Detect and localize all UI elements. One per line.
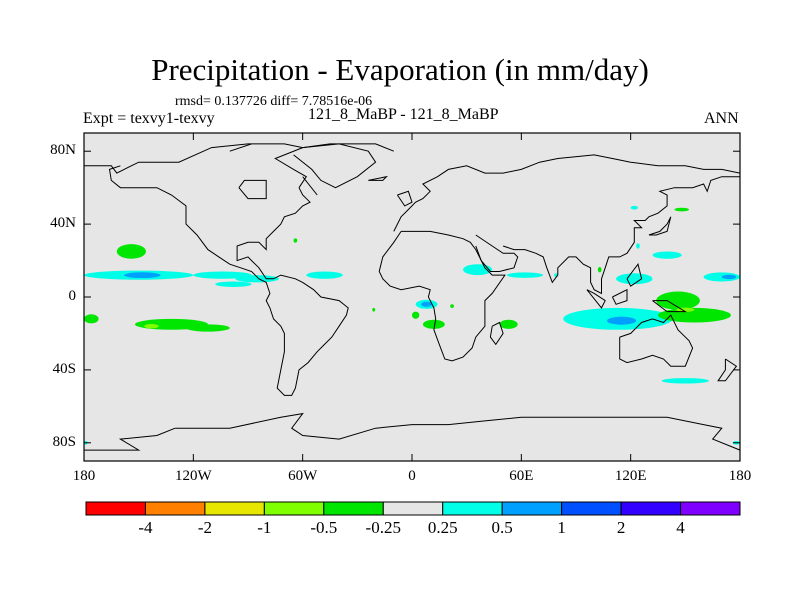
coastline [238,179,267,200]
coastline [648,216,672,236]
contour-patch [144,323,159,329]
contour-patch [721,274,737,280]
coastlines [84,143,740,451]
y-tick-label: 80S [52,433,76,450]
colorbar-label: 0.5 [491,518,513,537]
contour-patch [186,324,230,332]
experiment-label: Expt = texvy1-texvy [83,110,215,127]
colorbar-swatch [85,501,146,516]
coastline [378,230,506,362]
contour-patch [661,378,710,384]
x-tick-label: 120E [614,468,647,484]
coastline [619,314,694,367]
coastline [229,143,252,152]
contour-patch [597,266,602,273]
x-tick-label: 0 [408,468,416,484]
x-tick-label: 180 [72,468,96,484]
contour-patch [124,272,161,279]
coastline [626,263,643,287]
x-tick-label: 60W [288,468,318,484]
contour-patch [616,273,653,285]
contour-patch [372,307,376,312]
y-tick-label: 40S [52,360,76,377]
colorbar [85,501,741,516]
coastline [586,289,606,309]
colorbar-label: -2 [197,518,212,537]
contour-patch [421,301,433,307]
x-tick-label: 180 [728,468,752,484]
coastline [274,147,308,188]
coastline [396,190,413,207]
contour-patch [636,243,640,249]
case-label: 121_8_MaBP - 121_8_MaBP [308,106,499,123]
contour-patch [84,314,99,324]
contour-patch [235,275,279,283]
contour-patch [674,207,689,212]
chart-title: Precipitation - Evaporation (in mm/day) [151,52,649,87]
contour-patch [412,311,420,319]
season-label: ANN [704,110,739,127]
contour-patch [422,319,445,329]
colorbar-swatch [620,501,682,516]
coastline [175,412,740,451]
coastline [489,321,504,346]
coastline [475,234,519,272]
contour-patch [463,264,493,276]
colorbar-label: -0.25 [365,518,401,537]
contour-patch [630,205,638,210]
colorbar-label: -0.5 [310,518,338,537]
coastline [302,176,318,196]
contour-patch [116,244,146,259]
coastline [108,165,349,396]
plot-frame [83,132,741,462]
coastline [84,143,394,174]
coastline [611,288,628,305]
x-tick-label: 60E [509,468,534,484]
contour-patch [658,307,731,323]
contour-patch [499,319,518,329]
colorbar-swatch [323,501,384,516]
coastline [502,176,740,295]
contour-patch [193,271,252,279]
stats-line: rmsd= 0.137726 diff= 7.78516e-06 [175,94,373,109]
field-patches [84,205,740,445]
colorbar-label: 4 [676,518,685,537]
colorbar-swatch [561,501,622,516]
contour-patch [506,272,544,278]
contour-patch [306,271,343,279]
coastline [293,143,377,189]
coastline [717,358,738,382]
colorbar-swatch [680,501,741,516]
colorbar-swatch [144,501,206,516]
colorbar-swatch [263,501,325,516]
coastline [368,175,389,181]
contour-patch [652,251,682,259]
y-tick-label: 40N [50,215,76,232]
map-area [84,133,740,461]
colorbar-swatch [442,501,503,516]
colorbar-label: 2 [616,518,626,537]
contour-patch [656,291,700,310]
coastline [84,427,176,451]
contour-patch [606,316,637,325]
y-tick-label: 0 [68,288,77,304]
colorbar-label: 0.25 [427,518,458,537]
colorbar-label: -1 [257,518,272,537]
colorbar-label: 1 [557,518,566,537]
colorbar-swatch [204,501,265,516]
contour-patch [293,238,298,243]
coastline [652,300,688,313]
y-tick-label: 80N [50,142,76,159]
contour-patch [215,281,252,287]
x-tick-label: 120W [174,468,212,484]
colorbar-swatch [382,501,444,516]
coastline [393,154,740,232]
map-background [84,133,740,461]
contour-patch [450,304,454,308]
colorbar-label: -4 [138,518,153,537]
colorbar-swatch [501,501,563,516]
